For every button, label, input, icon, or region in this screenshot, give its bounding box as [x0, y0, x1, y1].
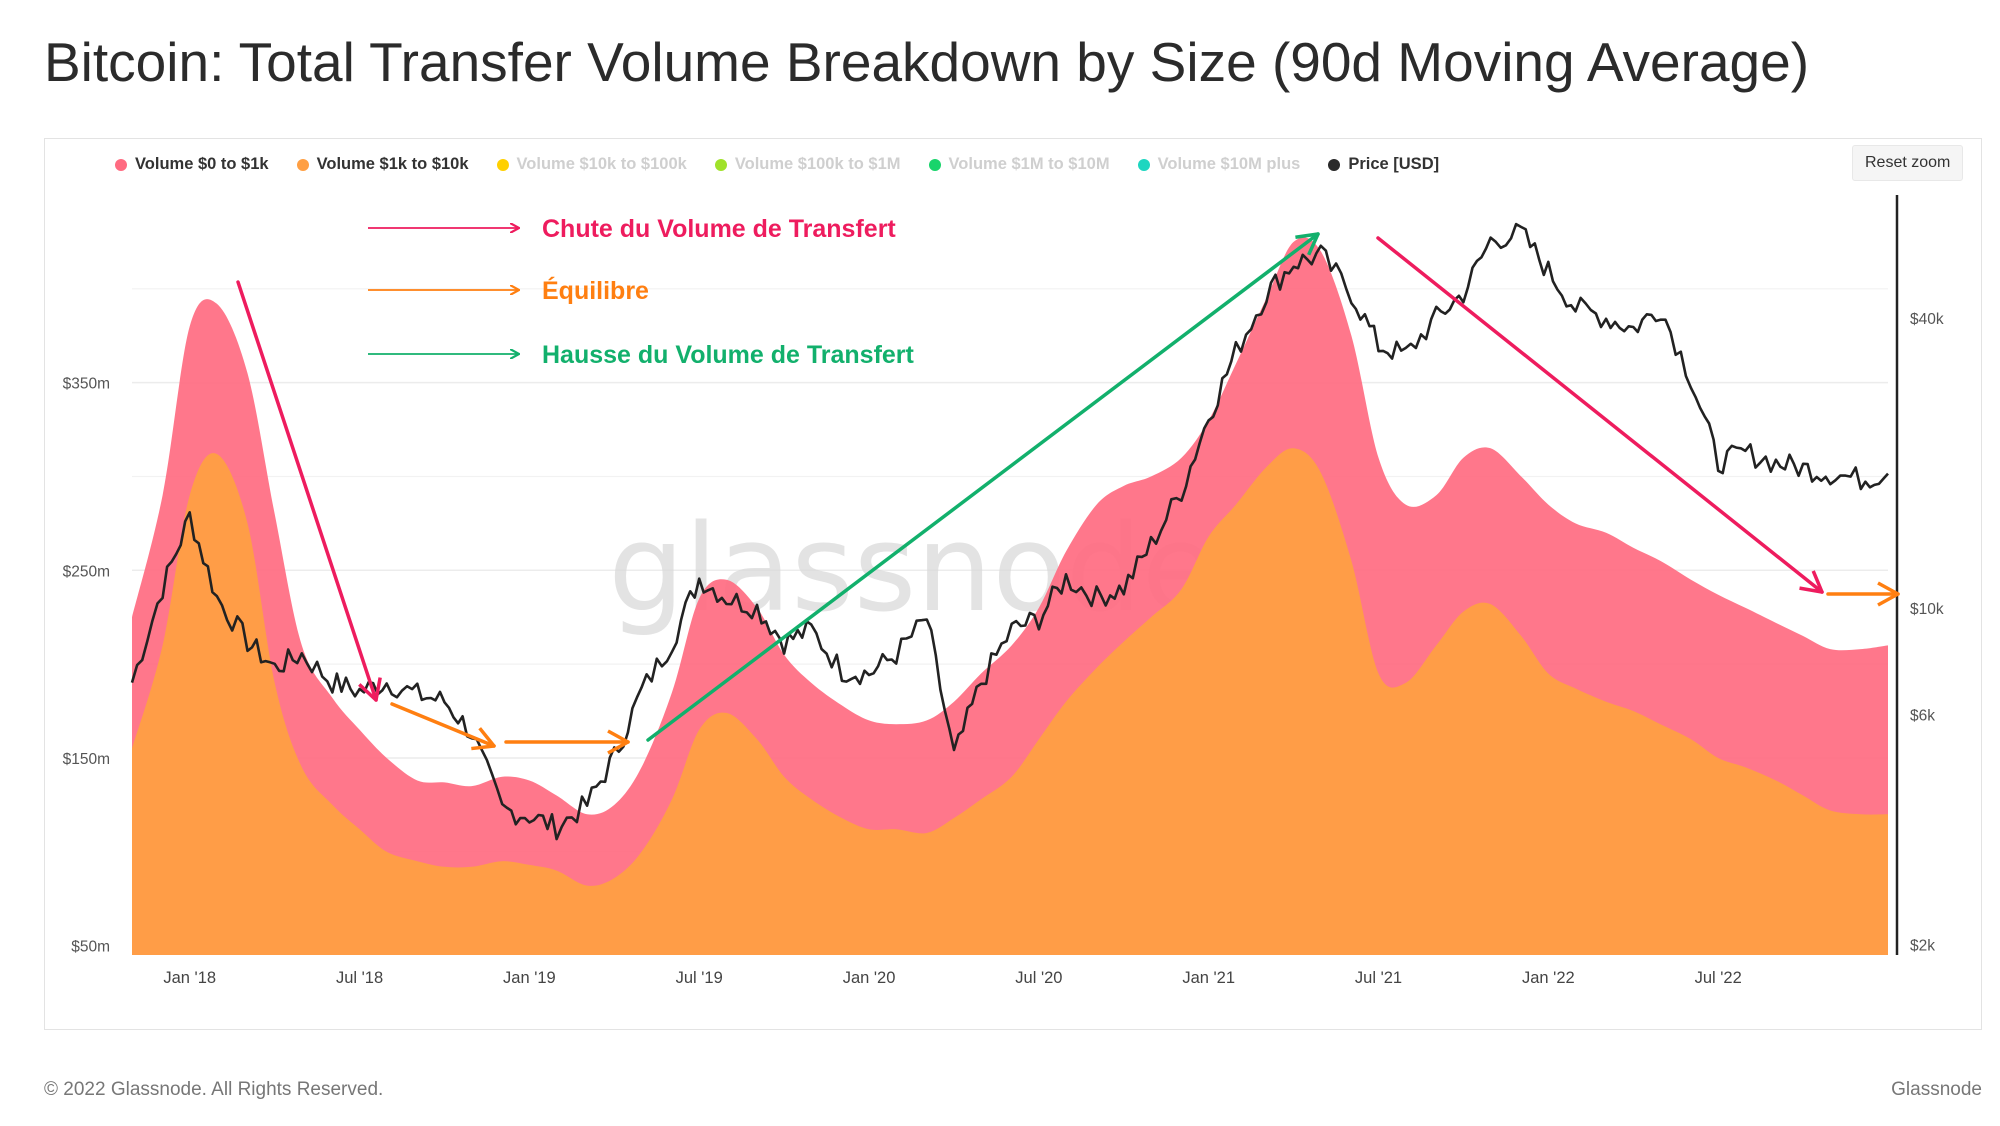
legend-item-5[interactable]: Volume $10M plus	[1137, 155, 1301, 174]
y-left-tick-label: $350m	[63, 376, 110, 393]
legend-label: Volume $10M plus	[1157, 155, 1301, 173]
x-tick-label: Jan '20	[843, 969, 896, 987]
chart-frame	[44, 138, 1982, 1030]
x-tick-label: Jan '22	[1522, 969, 1575, 987]
price-line	[130, 222, 1889, 841]
annotation-label: Hausse du Volume de Transfert	[542, 341, 915, 369]
legend-item-1[interactable]: Volume $1k to $10k	[296, 155, 469, 174]
page-title: Bitcoin: Total Transfer Volume Breakdown…	[44, 31, 1810, 93]
x-tick-label: Jan '18	[163, 969, 216, 987]
legend-dot-icon	[714, 158, 727, 171]
x-tick-label: Jul '19	[676, 969, 723, 987]
area-volume-1k-10k	[132, 448, 1888, 955]
price-series	[130, 222, 1889, 841]
y-left-tick-label: $150m	[63, 751, 110, 768]
y-right-tick-label: $40k	[1910, 311, 1944, 328]
legend-label: Price [USD]	[1348, 155, 1440, 173]
axes: $50m $150m $250m $350m $2k $6k $10k $40k Jan '18…	[63, 195, 1944, 987]
legend-dot-icon	[1137, 158, 1150, 171]
legend-dot-icon	[115, 158, 127, 171]
legend-item-0[interactable]: Volume $0 to $1k	[115, 155, 269, 174]
reset-zoom-button[interactable]: Reset zoom	[1852, 145, 1964, 181]
y-left-tick-label: $250m	[63, 563, 110, 580]
legend-dot-icon	[928, 158, 941, 171]
annotation-label: Chute du Volume de Transfert	[542, 215, 896, 243]
annotation-label: Équilibre	[542, 276, 649, 305]
legend-item-6[interactable]: Price [USD]	[1328, 155, 1439, 174]
x-tick-label: Jul '22	[1695, 969, 1742, 987]
legend-dot-icon	[496, 158, 509, 171]
annotations: Chute du Volume de Transfert Équilibre Hau…	[236, 215, 1900, 755]
legend-dot-icon	[1328, 158, 1341, 171]
annotation-arrow	[1376, 236, 1824, 594]
legend-item-2[interactable]: Volume $10k to $100k	[496, 155, 687, 174]
y-right-tick-label: $10k	[1910, 601, 1944, 618]
footer-brand: Glassnode	[1891, 1079, 1982, 1100]
x-tick-label: Jul '21	[1355, 969, 1402, 987]
legend-label: Volume $1M to $10M	[948, 155, 1110, 173]
x-tick-label: Jan '19	[503, 969, 556, 987]
legend-dot-icon	[296, 158, 309, 171]
y-right-tick-label: $2k	[1910, 937, 1935, 954]
legend-label: Volume $10k to $100k	[516, 155, 687, 173]
annotation-arrow	[236, 280, 382, 702]
x-tick-label: Jul '18	[336, 969, 383, 987]
legend-label: Volume $1k to $10k	[316, 155, 469, 173]
area-series	[132, 237, 1888, 955]
y-left-tick-label: $50m	[71, 939, 110, 956]
legend-label: Volume $0 to $1k	[135, 155, 269, 173]
x-tick-label: Jul '20	[1015, 969, 1062, 987]
annotation-arrow	[646, 232, 1320, 742]
y-right-tick-label: $6k	[1910, 708, 1935, 725]
x-tick-label: Jan '21	[1182, 969, 1235, 987]
annotation-arrow	[390, 702, 496, 751]
legend: Volume $0 to $1k Volume $1k to $10k Volume…	[115, 155, 1439, 174]
legend-label: Volume $100k to $1M	[734, 155, 901, 173]
legend-item-3[interactable]: Volume $100k to $1M	[714, 155, 901, 174]
footer-copyright: © 2022 Glassnode. All Rights Reserved.	[44, 1079, 384, 1100]
legend-item-4[interactable]: Volume $1M to $10M	[928, 155, 1110, 174]
